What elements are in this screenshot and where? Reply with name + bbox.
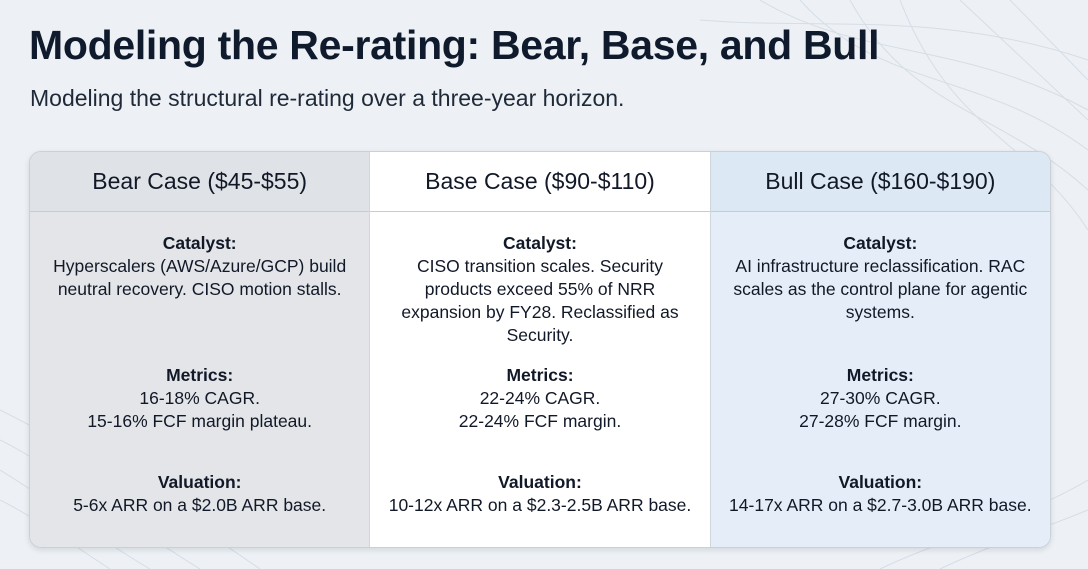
scenario-table: Bear Case ($45-$55) Catalyst: Hyperscale… [29, 151, 1051, 548]
metrics-line: 27-30% CAGR. [820, 388, 941, 408]
base-case-heading: Base Case ($90-$110) [370, 152, 710, 212]
catalyst-text: AI infrastructure reclassification. RAC … [733, 256, 1028, 322]
valuation-text: 10-12x ARR on a $2.3-2.5B ARR base. [388, 495, 692, 515]
valuation-label: Valuation: [838, 472, 923, 492]
page-subtitle: Modeling the structural re-rating over a… [30, 85, 625, 111]
valuation-text: 5-6x ARR on a $2.0B ARR base. [73, 495, 327, 515]
base-case-column: Base Case ($90-$110) Catalyst: CISO tran… [369, 152, 710, 547]
bull-case-heading: Bull Case ($160-$190) [710, 152, 1050, 212]
valuation-section: Valuation: 5-6x ARR on a $2.0B ARR base. [30, 471, 369, 517]
bear-case-heading: Bear Case ($45-$55) [30, 152, 370, 212]
metrics-line: 15-16% FCF margin plateau. [87, 411, 313, 431]
valuation-text: 14-17x ARR on a $2.7-3.0B ARR base. [729, 495, 1032, 515]
metrics-label: Metrics: [506, 365, 574, 385]
valuation-section: Valuation: 14-17x ARR on a $2.7-3.0B ARR… [711, 471, 1050, 517]
metrics-label: Metrics: [166, 365, 234, 385]
metrics-label: Metrics: [846, 365, 914, 385]
metrics-line: 22-24% CAGR. [479, 388, 601, 408]
metrics-section: Metrics: 22-24% CAGR. 22-24% FCF margin. [370, 364, 709, 433]
bull-case-body: Catalyst: AI infrastructure reclassifica… [711, 212, 1050, 547]
catalyst-label: Catalyst: [162, 233, 237, 253]
metrics-section: Metrics: 16-18% CAGR. 15-16% FCF margin … [30, 364, 369, 433]
valuation-label: Valuation: [498, 472, 582, 492]
catalyst-section: Catalyst: CISO transition scales. Securi… [370, 232, 709, 347]
metrics-section: Metrics: 27-30% CAGR. 27-28% FCF margin. [711, 364, 1050, 433]
catalyst-text: Hyperscalers (AWS/Azure/GCP) build neutr… [53, 256, 347, 299]
bear-case-body: Catalyst: Hyperscalers (AWS/Azure/GCP) b… [30, 212, 369, 547]
catalyst-label: Catalyst: [503, 233, 577, 253]
metrics-line: 16-18% CAGR. [139, 388, 260, 408]
catalyst-section: Catalyst: Hyperscalers (AWS/Azure/GCP) b… [30, 232, 369, 301]
valuation-label: Valuation: [157, 472, 242, 492]
metrics-line: 27-28% FCF margin. [799, 411, 962, 431]
base-case-body: Catalyst: CISO transition scales. Securi… [370, 212, 709, 547]
catalyst-label: Catalyst: [843, 233, 918, 253]
catalyst-section: Catalyst: AI infrastructure reclassifica… [711, 232, 1050, 324]
bear-case-column: Bear Case ($45-$55) Catalyst: Hyperscale… [30, 152, 370, 547]
page-title: Modeling the Re-rating: Bear, Base, and … [29, 22, 880, 68]
bull-case-column: Bull Case ($160-$190) Catalyst: AI infra… [709, 152, 1050, 547]
metrics-line: 22-24% FCF margin. [458, 411, 622, 431]
valuation-section: Valuation: 10-12x ARR on a $2.3-2.5B ARR… [370, 471, 709, 517]
catalyst-text: CISO transition scales. Security product… [401, 256, 679, 345]
